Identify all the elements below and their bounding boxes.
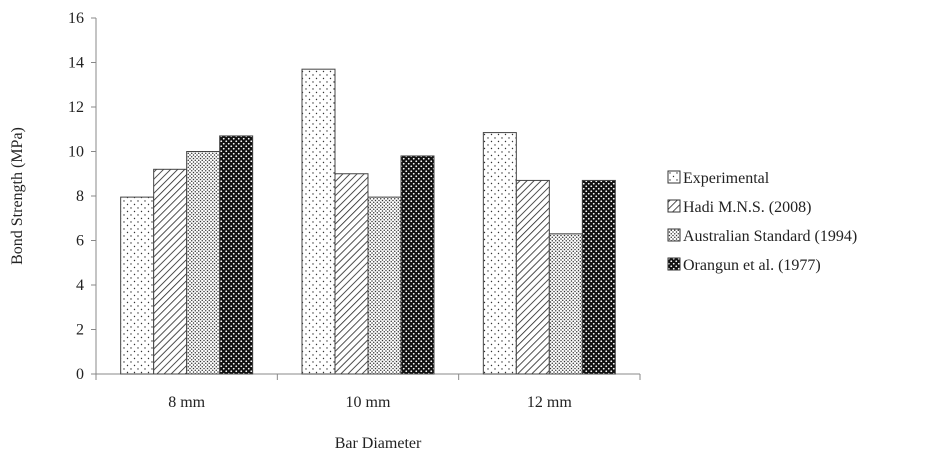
x-tick-label: 10 mm	[346, 394, 391, 411]
bar-4-3	[581, 179, 616, 375]
bar-1-2	[301, 68, 336, 375]
bar-4-2	[400, 155, 435, 375]
x-tick-label: 8 mm	[168, 394, 205, 411]
bar-1-3	[482, 132, 517, 375]
legend-label: Orangun et al. (1977)	[683, 257, 821, 274]
legend-label: Hadi M.N.S. (2008)	[683, 199, 811, 216]
bar-4-1	[219, 135, 254, 375]
legend-swatch	[667, 199, 681, 213]
y-tick-label: 14	[68, 55, 84, 72]
y-tick-label: 4	[76, 277, 84, 294]
y-tick-label: 0	[76, 366, 84, 383]
y-axis: 0 2 4 6 8 10 12 14 16	[68, 10, 97, 383]
bar-2-3	[515, 179, 550, 375]
y-tick-label: 16	[68, 10, 84, 27]
y-tick-label: 2	[76, 322, 84, 339]
y-tick-label: 6	[76, 233, 84, 250]
y-tick-label: 10	[68, 144, 84, 161]
bars-group	[120, 68, 616, 375]
legend-label: Australian Standard (1994)	[683, 228, 857, 245]
bar-2-1	[153, 168, 188, 375]
legend-label: Experimental	[683, 170, 770, 187]
y-tick-label: 12	[68, 99, 84, 116]
bar-2-2	[334, 173, 369, 375]
bar-1-1	[120, 196, 155, 375]
legend: Experimental Hadi M.N.S. (2008) Australian…	[667, 170, 857, 274]
y-tick-label: 8	[76, 188, 84, 205]
x-axis-title: Bar Diameter	[335, 435, 422, 452]
legend-swatch	[667, 170, 681, 184]
bar-3-2	[367, 196, 402, 375]
bar-3-1	[186, 151, 221, 375]
legend-swatch	[667, 228, 681, 242]
bar-3-3	[548, 233, 583, 375]
legend-swatch	[667, 257, 681, 271]
x-tick-label: 12 mm	[527, 394, 572, 411]
x-axis: 8 mm 10 mm 12 mm	[95, 373, 641, 411]
y-axis-title: Bond Strength (MPa)	[9, 127, 26, 265]
